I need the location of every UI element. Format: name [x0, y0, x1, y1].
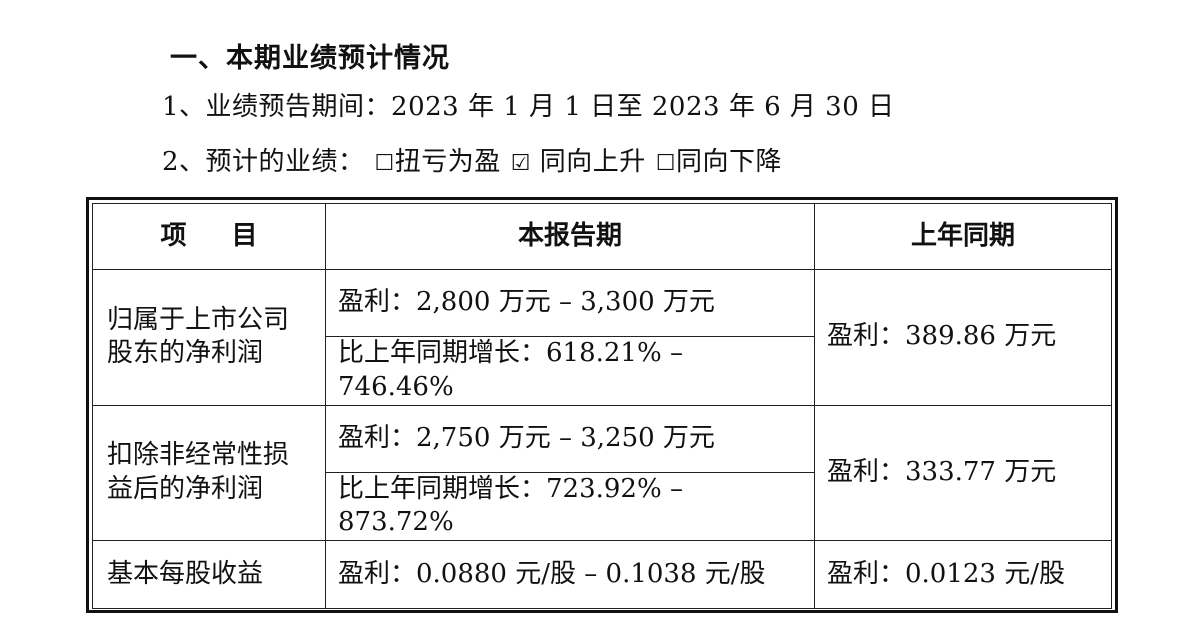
current-eps-range: 盈利：0.0880 元/股 – 0.1038 元/股 [325, 540, 815, 610]
prior-deducted-profit: 盈利：333.77 万元 [814, 404, 1112, 542]
option-decrease-label: 同向下降 [676, 147, 783, 177]
unchecked-box-icon: ☐ [655, 151, 677, 176]
table-header-row: 项 目 本报告期 上年同期 [92, 203, 1112, 270]
table-row: 扣除非经常性损益后的净利润 盈利：2,750 万元 – 3,250 万元 盈利：… [92, 404, 1112, 542]
current-net-profit-growth: 比上年同期增长：618.21% – 746.46% [325, 336, 815, 406]
header-prior-period: 上年同期 [814, 203, 1112, 270]
forecast-period-value: 2023 年 1 月 1 日至 2023 年 6 月 30 日 [391, 92, 895, 122]
current-deducted-profit-range: 盈利：2,750 万元 – 3,250 万元 [325, 404, 815, 473]
table-row: 比上年同期增长：618.21% – 746.46% [93, 336, 1112, 406]
prior-eps: 盈利：0.0123 元/股 [814, 540, 1112, 610]
option-turnaround[interactable]: ☐扭亏为盈 [375, 147, 501, 177]
forecast-period-line: 1、业绩预告期间：2023 年 1 月 1 日至 2023 年 6 月 30 日 [162, 86, 895, 123]
prior-net-profit: 盈利：389.86 万元 [814, 269, 1112, 406]
option-increase[interactable]: ☑ 同向上升 [511, 147, 646, 177]
option-decrease[interactable]: ☐同向下降 [656, 147, 782, 177]
current-deducted-profit-growth: 比上年同期增长：723.92% – 873.72% [325, 471, 815, 542]
checked-box-icon: ☑ [510, 151, 532, 176]
current-net-profit-range: 盈利：2,800 万元 – 3,300 万元 [325, 269, 815, 337]
header-current-period: 本报告期 [325, 203, 815, 270]
performance-table-frame: 项 目 本报告期 上年同期 归属于上市公司股东的净利润 盈利：2,800 万元 … [86, 197, 1118, 613]
table-row: 归属于上市公司股东的净利润 盈利：2,800 万元 – 3,300 万元 盈利：… [92, 269, 1112, 406]
option-increase-label: 同向上升 [531, 147, 646, 177]
header-item: 项 目 [92, 203, 326, 270]
forecast-period-label: 1、业绩预告期间： [162, 92, 392, 122]
unchecked-box-icon: ☐ [374, 151, 395, 176]
item-net-profit: 归属于上市公司股东的净利润 [92, 269, 326, 406]
item-eps: 基本每股收益 [92, 540, 326, 610]
option-turnaround-label: 扭亏为盈 [394, 147, 501, 177]
expected-performance-line: 2、预计的业绩： ☐扭亏为盈 ☑ 同向上升 ☐同向下降 [162, 141, 782, 178]
item-deducted-net-profit: 扣除非经常性损益后的净利润 [92, 404, 326, 542]
table-row: 基本每股收益 盈利：0.0880 元/股 – 0.1038 元/股 盈利：0.0… [92, 540, 1112, 610]
expected-performance-label: 2、预计的业绩： [162, 147, 365, 177]
section-heading: 一、本期业绩预计情况 [170, 43, 450, 74]
performance-table: 项 目 本报告期 上年同期 归属于上市公司股东的净利润 盈利：2,800 万元 … [92, 203, 1112, 610]
